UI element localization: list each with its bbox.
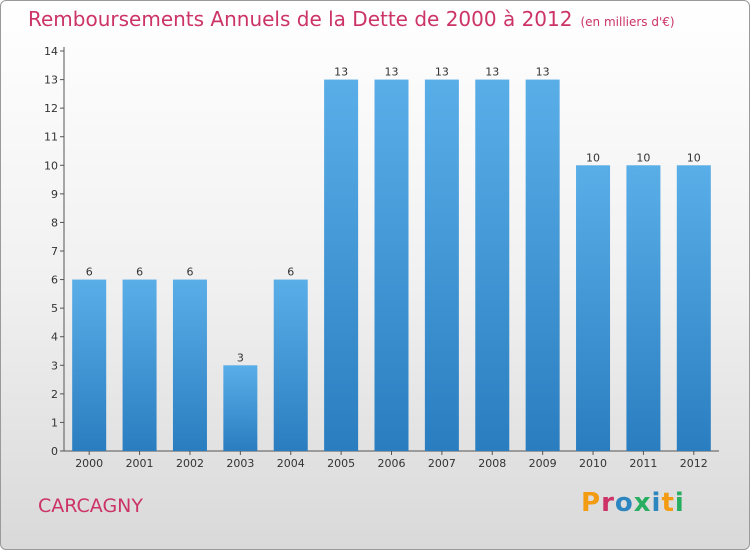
logo-letter: i: [674, 488, 685, 518]
bar: [576, 165, 611, 452]
x-tick-label: 2002: [176, 457, 204, 470]
y-tick-label: 4: [51, 331, 58, 344]
chart-subtitle: (en milliers d'€): [580, 15, 675, 29]
bar-value-label: 10: [636, 151, 650, 164]
logo-letter: o: [614, 488, 634, 518]
logo-letter: r: [601, 488, 615, 518]
bar: [475, 79, 510, 452]
y-tick-label: 9: [51, 188, 58, 201]
bar-value-label: 13: [435, 66, 449, 79]
y-tick-label: 7: [51, 245, 58, 258]
proxiti-logo: Proxiti: [581, 488, 685, 518]
y-tick-label: 14: [44, 45, 58, 58]
bar-value-label: 6: [287, 266, 294, 279]
bar-value-label: 13: [385, 66, 399, 79]
bar-value-label: 13: [334, 66, 348, 79]
y-tick-label: 13: [44, 74, 58, 87]
bar: [374, 79, 409, 452]
y-tick-label: 5: [51, 302, 58, 315]
x-tick-label: 2010: [579, 457, 607, 470]
y-tick-label: 0: [51, 445, 58, 458]
y-tick-label: 3: [51, 359, 58, 372]
bar: [72, 279, 107, 451]
chart-title: Remboursements Annuels de la Dette de 20…: [28, 7, 675, 31]
bar-value-label: 3: [237, 351, 244, 364]
logo-letter: t: [661, 488, 675, 518]
logo-letter: i: [651, 488, 662, 518]
y-tick-label: 10: [44, 159, 58, 172]
y-tick-label: 1: [51, 416, 58, 429]
x-tick-label: 2011: [629, 457, 657, 470]
y-tick-label: 8: [51, 216, 58, 229]
bar-value-label: 6: [136, 266, 143, 279]
bar: [273, 279, 308, 451]
bar: [172, 279, 207, 451]
title-text: Remboursements Annuels de la Dette de 20…: [28, 7, 573, 31]
y-tick-label: 12: [44, 102, 58, 115]
bar-value-label: 6: [86, 266, 93, 279]
bar-value-label: 10: [586, 151, 600, 164]
bar: [424, 79, 459, 452]
bar: [676, 165, 711, 452]
bar: [525, 79, 560, 452]
bar: [122, 279, 157, 451]
x-tick-label: 2005: [327, 457, 355, 470]
bar: [626, 165, 661, 452]
x-tick-label: 2003: [226, 457, 254, 470]
y-tick-label: 11: [44, 131, 58, 144]
x-tick-label: 2001: [126, 457, 154, 470]
x-tick-label: 2009: [529, 457, 557, 470]
x-tick-label: 2007: [428, 457, 456, 470]
x-tick-label: 2006: [378, 457, 406, 470]
x-tick-label: 2000: [75, 457, 103, 470]
logo-letter: x: [633, 488, 652, 518]
bar-value-label: 13: [536, 66, 550, 79]
x-tick-label: 2012: [680, 457, 708, 470]
city-name: CARCAGNY: [38, 495, 143, 517]
x-tick-label: 2004: [277, 457, 305, 470]
bar-value-label: 10: [687, 151, 701, 164]
bar-value-label: 13: [485, 66, 499, 79]
logo-letter: P: [581, 488, 602, 518]
bar-value-label: 6: [186, 266, 193, 279]
y-tick-label: 6: [51, 274, 58, 287]
bar: [324, 79, 359, 452]
y-tick-label: 2: [51, 388, 58, 401]
x-tick-label: 2008: [478, 457, 506, 470]
bar: [223, 365, 258, 451]
